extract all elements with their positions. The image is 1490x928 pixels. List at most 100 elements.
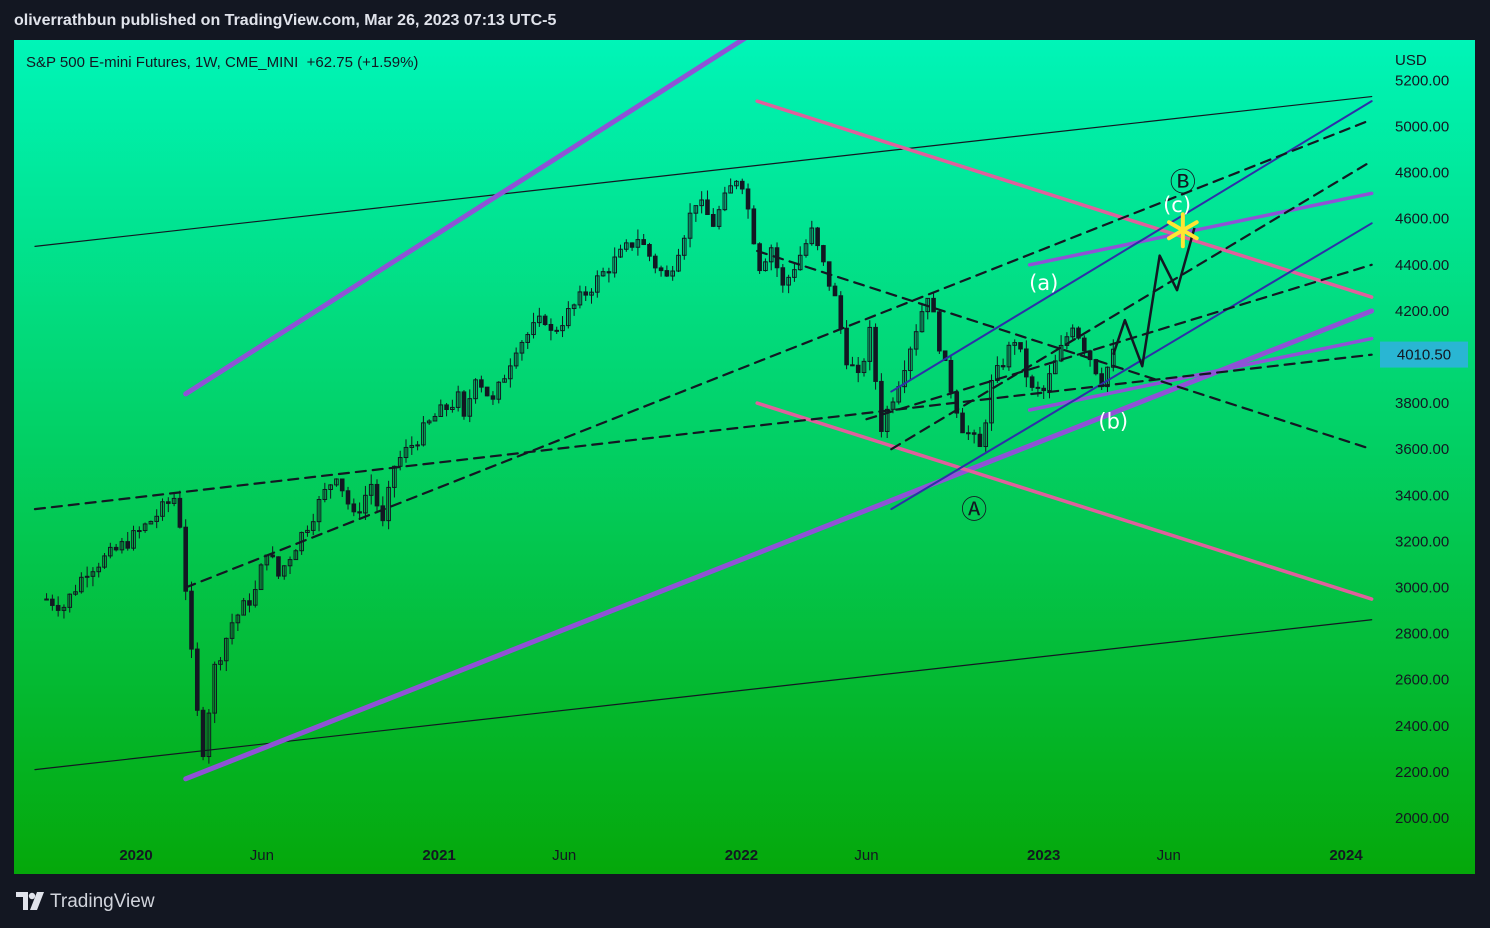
candle-body: [971, 432, 977, 435]
candle-body: [948, 359, 954, 393]
y-tick-label: 2400.00: [1395, 718, 1449, 735]
candle-body: [409, 444, 415, 448]
price-chart[interactable]: Ⓐ Ⓑ (a) (b) (c) 2000.00 2200.00 2400.00 2600.00…: [14, 40, 1475, 874]
candle-body: [937, 311, 942, 352]
candle-body: [270, 554, 275, 558]
candle-body: [403, 446, 409, 459]
x-tick-label: 2021: [422, 847, 455, 864]
candle-body: [612, 256, 617, 274]
x-tick-label: Jun: [250, 847, 274, 864]
candle-body: [589, 291, 594, 296]
candle-body: [629, 242, 635, 248]
x-axis[interactable]: 2020 Jun 2021 Jun 2022 Jun 2023 Jun 2024: [119, 847, 1363, 864]
trendlines: [33, 40, 1375, 782]
x-tick-label: Jun: [1157, 847, 1181, 864]
candle-body: [137, 530, 142, 533]
wave-label: Ⓐ: [961, 495, 987, 525]
candle-body: [374, 483, 380, 507]
candle-body: [908, 348, 913, 372]
candle-body: [786, 276, 791, 286]
candle-body: [247, 600, 252, 606]
candle-body: [1012, 342, 1018, 346]
candle-body: [647, 244, 652, 257]
y-tick-label: 4800.00: [1395, 165, 1449, 182]
currency-label: USD: [1395, 52, 1427, 69]
trendline-black-dashed: [756, 249, 1373, 451]
candle-body: [566, 308, 571, 327]
trendline-purple-thick: [183, 40, 747, 397]
wave-label: (a): [1029, 271, 1058, 295]
y-tick-label: 4200.00: [1395, 303, 1449, 320]
candle-body: [310, 521, 316, 531]
candle-body: [1064, 336, 1070, 346]
candle-body: [913, 331, 919, 350]
candle-body: [873, 326, 878, 382]
y-tick-label: 3600.00: [1395, 441, 1449, 458]
candle-body: [1081, 337, 1087, 352]
candle-body: [1058, 344, 1064, 362]
candle-body: [368, 483, 374, 496]
y-tick-label: 2800.00: [1395, 626, 1449, 643]
candle-body: [189, 590, 194, 650]
candle-body: [334, 478, 339, 486]
candle-body: [1041, 387, 1047, 392]
candle-body: [560, 325, 565, 332]
candle-body: [832, 285, 838, 297]
candle-body: [844, 327, 849, 366]
candle-body: [739, 180, 745, 190]
candle-body: [183, 526, 188, 592]
candle-body: [363, 494, 368, 514]
candle-body: [681, 237, 687, 256]
candle-body: [380, 505, 386, 522]
symbol-legend[interactable]: S&P 500 E-mini Futures, 1W, CME_MINI +62…: [26, 54, 418, 71]
y-tick-label: 5200.00: [1395, 72, 1449, 89]
trendline-black-dashed: [33, 353, 1373, 511]
candle-body: [1087, 350, 1093, 361]
candle-body: [229, 622, 235, 639]
candle-body: [838, 295, 844, 329]
candle-body: [339, 478, 345, 492]
trendline-black-dashed: [865, 263, 1373, 421]
trendline-purple: [1027, 191, 1374, 267]
tradingview-logo-icon[interactable]: [16, 890, 46, 912]
candle-body: [473, 379, 478, 400]
chart-area[interactable]: Ⓐ Ⓑ (a) (b) (c) 2000.00 2200.00 2400.00 2600.00…: [14, 40, 1475, 874]
candle-body: [90, 571, 96, 577]
projection-line: [1112, 227, 1196, 368]
candle-body: [884, 408, 890, 432]
candle-body: [995, 365, 1000, 381]
candle-body: [1029, 376, 1035, 388]
trendline-black-dashed: [890, 159, 1373, 451]
candle-body: [160, 501, 165, 517]
candle-body: [571, 304, 577, 310]
candle-body: [583, 291, 589, 296]
candle-body: [734, 180, 739, 187]
candle-body: [293, 550, 299, 561]
y-tick-label: 4400.00: [1395, 257, 1449, 274]
candle-body: [200, 709, 206, 758]
candle-body: [484, 386, 490, 397]
x-tick-label: 2020: [119, 847, 152, 864]
candle-body: [328, 484, 333, 490]
candle-body: [73, 591, 78, 595]
y-tick-label: 2200.00: [1395, 764, 1449, 781]
trendline-pink: [755, 99, 1374, 299]
candle-body: [861, 360, 867, 374]
candle-body: [966, 432, 971, 435]
candle-body: [61, 606, 67, 611]
candle-body: [235, 614, 241, 624]
projection-series: [1112, 212, 1199, 368]
publisher-bar: oliverrathbun published on TradingView.c…: [0, 0, 1490, 40]
candle-body: [252, 589, 258, 606]
candle-body: [455, 391, 461, 408]
candle-body: [432, 415, 438, 422]
wave-label: (c): [1163, 193, 1191, 217]
candle-body: [212, 663, 217, 714]
candle-body: [513, 352, 519, 367]
y-tick-label: 3400.00: [1395, 487, 1449, 504]
tradingview-brand[interactable]: TradingView: [50, 891, 155, 912]
candle-body: [641, 239, 646, 246]
candle-body: [508, 365, 513, 380]
candle-body: [125, 541, 131, 549]
x-tick-label: 2023: [1027, 847, 1060, 864]
